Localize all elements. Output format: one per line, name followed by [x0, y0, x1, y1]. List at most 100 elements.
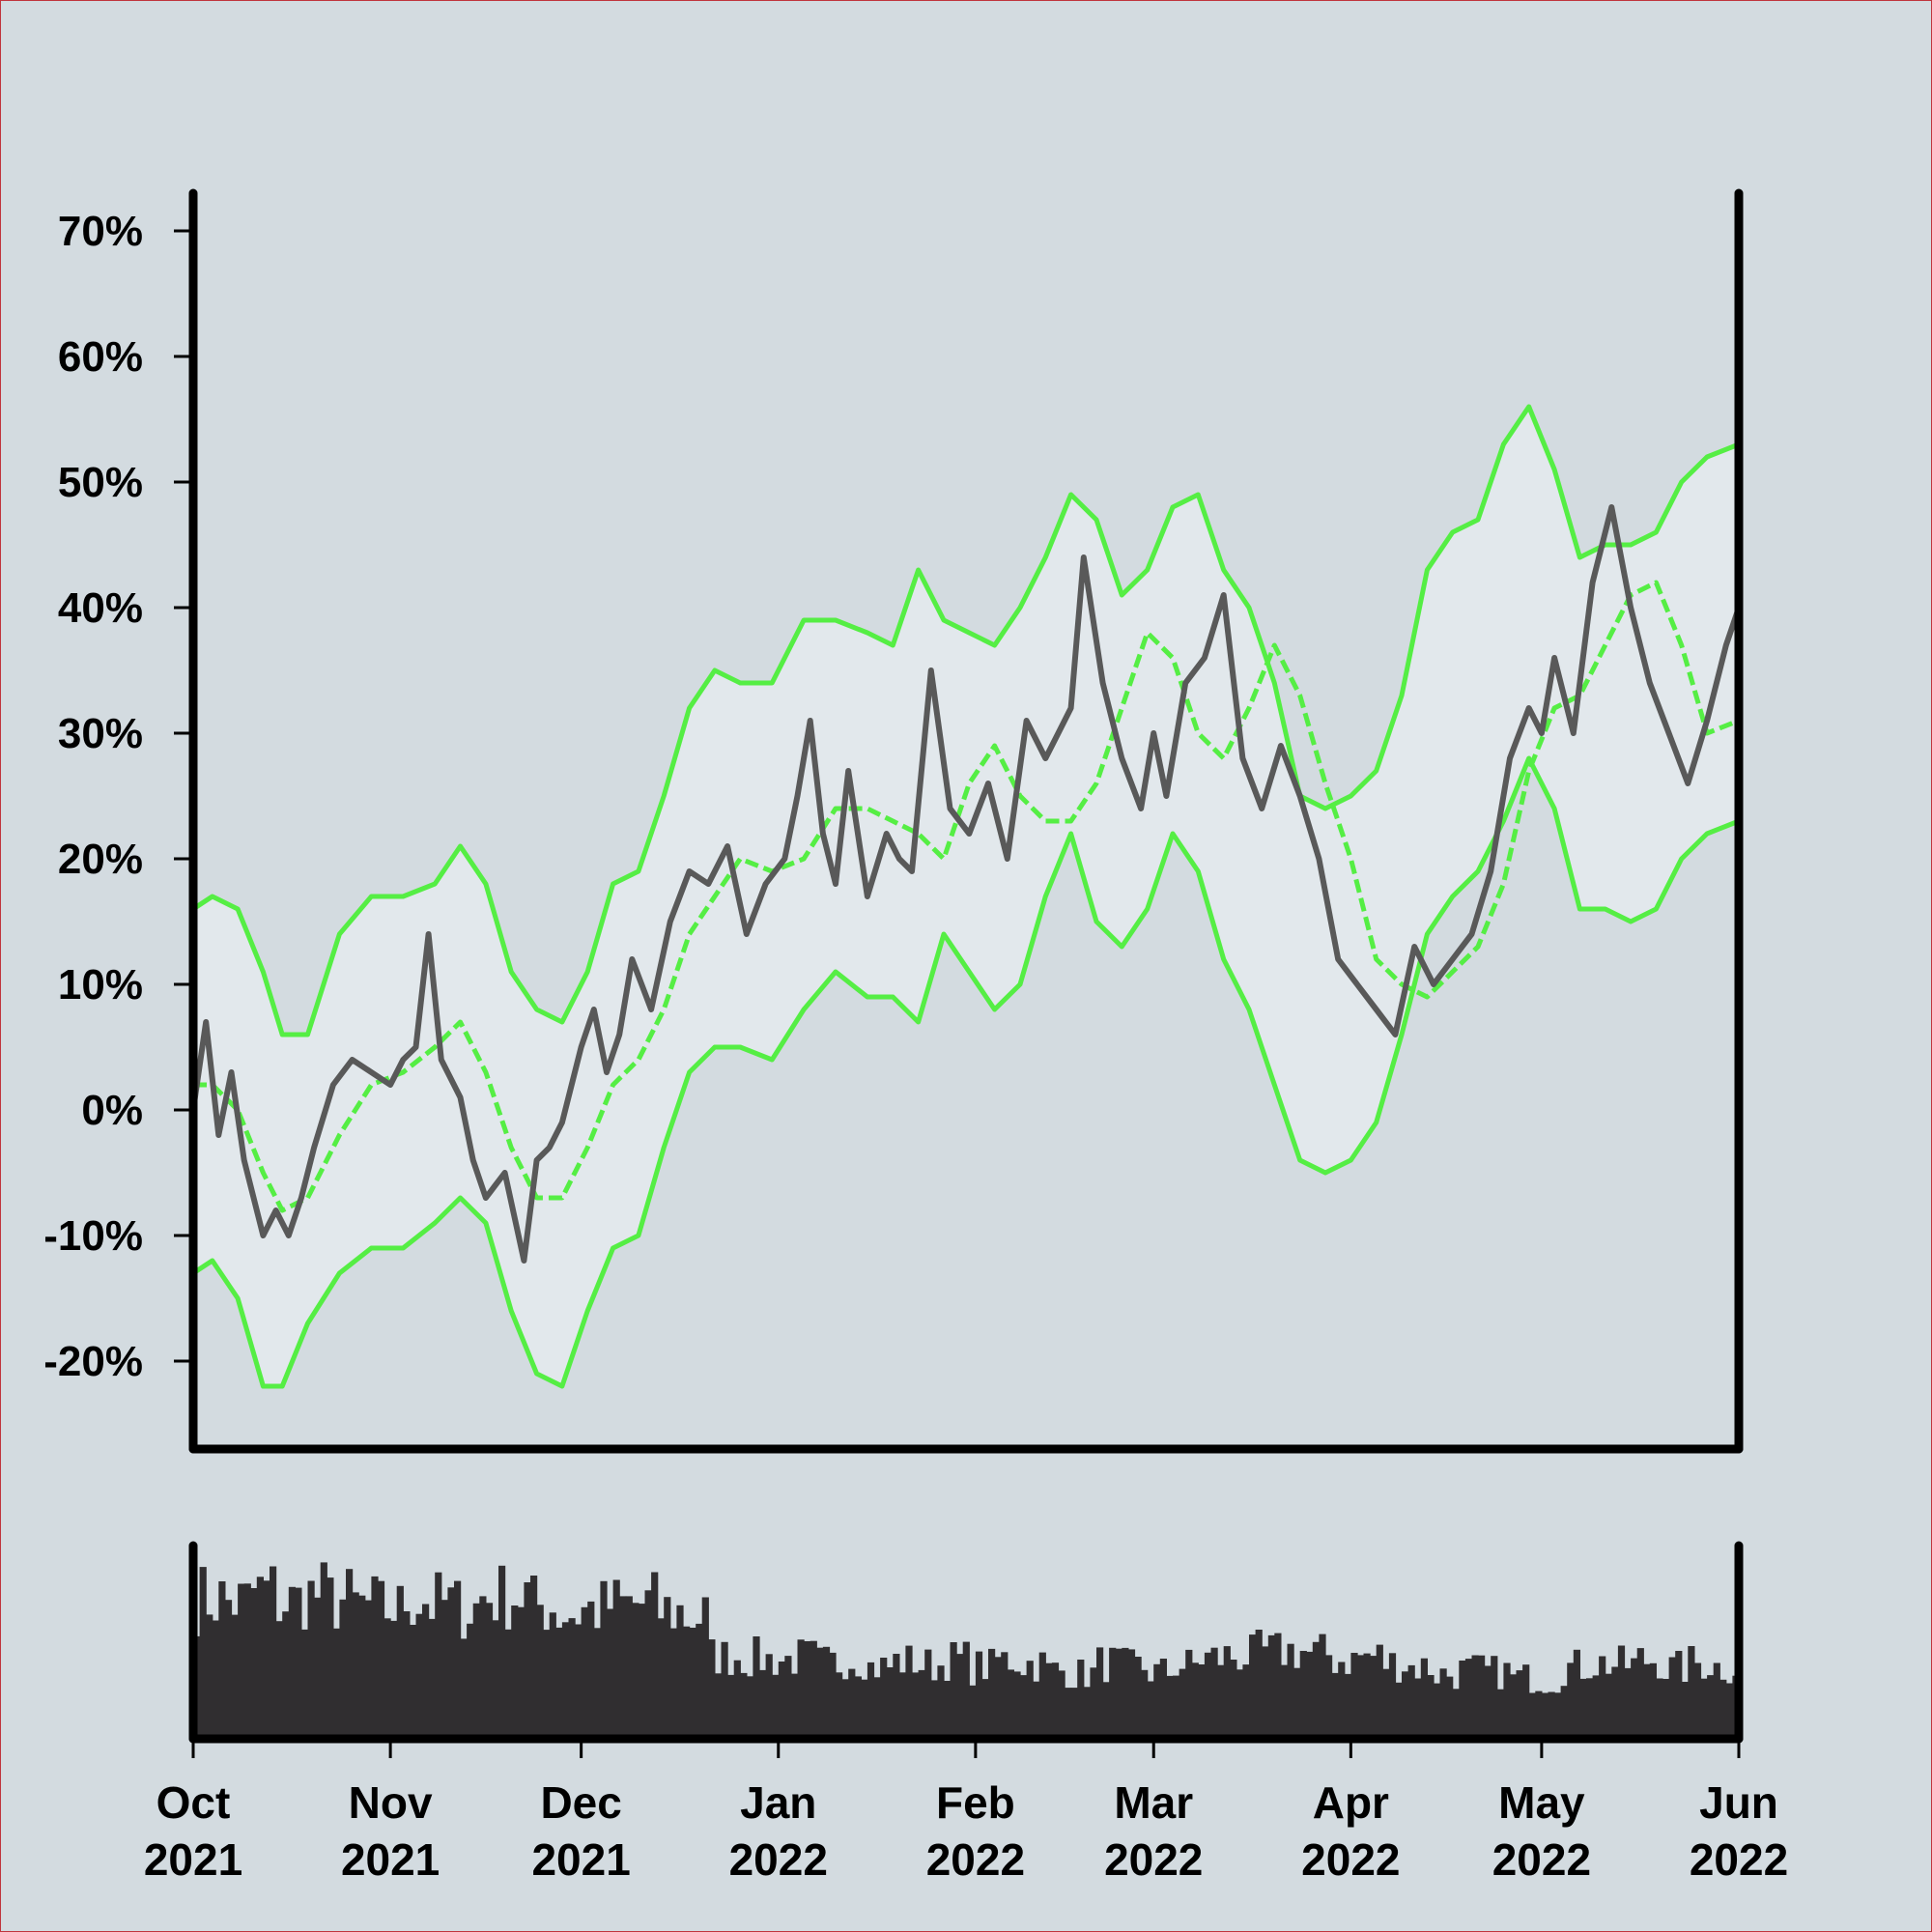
y-tick-label: 0%	[81, 1087, 143, 1134]
volume-bar	[956, 1654, 964, 1739]
y-tick-label: -20%	[43, 1338, 143, 1385]
volume-bar	[1038, 1652, 1046, 1739]
volume-bar	[733, 1660, 741, 1739]
volume-bar	[1185, 1649, 1193, 1739]
volume-bar	[1147, 1681, 1154, 1739]
upper-band-line	[191, 404, 1740, 1037]
volume-bar	[816, 1647, 824, 1739]
volume-bar	[759, 1669, 767, 1739]
volume-bar	[320, 1562, 327, 1739]
volume-bar	[683, 1626, 691, 1739]
volume-bar	[1096, 1647, 1104, 1739]
volume-bar	[880, 1658, 888, 1739]
volume-bar	[377, 1580, 385, 1739]
x-tick-year: 2022	[1301, 1834, 1400, 1885]
volume-bar	[1242, 1664, 1250, 1739]
volume-panel	[188, 1541, 1744, 1744]
volume-bar	[1548, 1691, 1555, 1739]
y-tick-label: 70%	[58, 208, 143, 255]
volume-bar	[746, 1676, 753, 1739]
volume-bar	[1109, 1647, 1117, 1739]
volume-bar	[1567, 1662, 1575, 1739]
volume-bar	[632, 1603, 639, 1739]
volume-bar	[1065, 1688, 1072, 1739]
volume-bar	[644, 1590, 652, 1739]
volume-bar	[1122, 1647, 1129, 1739]
volume-bar	[568, 1618, 576, 1739]
volume-bar	[1693, 1662, 1702, 1739]
volume-bar	[327, 1577, 334, 1739]
volume-bar	[1013, 1671, 1021, 1739]
x-tick-month: Jan	[740, 1777, 816, 1828]
volume-bar	[962, 1641, 970, 1739]
volume-bar	[1325, 1655, 1333, 1739]
volume-bar	[1491, 1656, 1498, 1739]
volume-bar	[575, 1624, 582, 1739]
volume-bar	[339, 1599, 347, 1739]
volume-bar	[1115, 1648, 1122, 1739]
x-tick-month: Mar	[1114, 1777, 1193, 1828]
volume-bars	[193, 1562, 1740, 1739]
volume-bar	[1688, 1646, 1695, 1739]
volume-bar	[1478, 1655, 1486, 1739]
volume-bar	[390, 1620, 398, 1739]
volume-bar	[1319, 1634, 1326, 1739]
volume-bar	[485, 1603, 494, 1739]
volume-bar	[263, 1580, 270, 1739]
volume-bar	[905, 1645, 913, 1739]
volume-bar	[549, 1612, 556, 1739]
volume-bar	[1516, 1670, 1523, 1739]
volume-bar	[1496, 1689, 1504, 1739]
volume-bar	[1579, 1678, 1587, 1739]
volume-bar	[1287, 1643, 1294, 1739]
volume-bar	[435, 1572, 442, 1739]
volume-bar	[1217, 1664, 1225, 1739]
volume-bar	[1427, 1675, 1435, 1739]
volume-bar	[701, 1597, 709, 1739]
volume-bar	[307, 1580, 315, 1739]
volume-bar	[593, 1628, 601, 1739]
volume-bar	[848, 1668, 856, 1739]
volume-bar	[721, 1641, 728, 1739]
volume-bar	[1312, 1641, 1320, 1739]
volume-bar	[288, 1586, 296, 1739]
volume-bar	[270, 1566, 277, 1739]
volume-bar	[1446, 1676, 1454, 1739]
volume-bar	[657, 1618, 665, 1739]
volume-bar	[924, 1649, 932, 1739]
band-lines	[191, 404, 1740, 1389]
volume-bar	[498, 1565, 506, 1739]
volume-bar	[1503, 1662, 1511, 1739]
volume-bar	[790, 1673, 799, 1739]
volume-bar	[619, 1596, 627, 1739]
volume-bar	[1535, 1690, 1543, 1739]
volume-bar	[1414, 1678, 1422, 1739]
volume-bar	[218, 1581, 226, 1739]
volume-bar	[1725, 1683, 1733, 1739]
volume-bar	[1541, 1692, 1549, 1739]
volume-bar	[300, 1629, 309, 1739]
x-tick-year: 2021	[341, 1834, 440, 1885]
volume-bar	[1675, 1651, 1683, 1739]
volume-bar	[1191, 1662, 1199, 1739]
volume-bar	[1338, 1662, 1346, 1739]
volume-bar	[581, 1606, 588, 1739]
volume-bar	[912, 1672, 920, 1739]
volume-bar	[1560, 1686, 1568, 1739]
volume-bar	[651, 1572, 659, 1739]
volume-bar	[352, 1592, 359, 1739]
volume-bar	[696, 1623, 703, 1739]
lower-band-line	[191, 755, 1740, 1389]
volume-bar	[1573, 1649, 1580, 1739]
volume-bar	[555, 1627, 563, 1739]
volume-bar	[1001, 1652, 1009, 1739]
volume-bar	[1204, 1652, 1212, 1739]
volume-bar	[460, 1638, 468, 1739]
volume-bar	[1452, 1689, 1460, 1739]
volume-bar	[1395, 1682, 1403, 1739]
x-tick-year: 2022	[926, 1834, 1025, 1885]
volume-bar	[206, 1614, 213, 1739]
volume-bar	[664, 1597, 671, 1739]
volume-bar	[428, 1618, 436, 1739]
